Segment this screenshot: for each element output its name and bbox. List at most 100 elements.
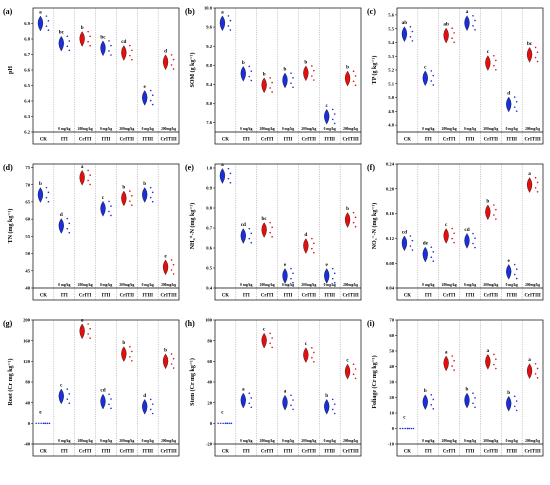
dose-label: 0 mg/kg <box>240 283 252 287</box>
data-point <box>66 35 69 38</box>
dose-label: 0 mg/kg <box>506 439 518 443</box>
data-point <box>536 367 539 370</box>
data-point <box>292 281 294 284</box>
data-point <box>409 36 412 38</box>
data-point <box>110 44 112 47</box>
data-mark <box>422 246 428 263</box>
data-point <box>432 74 435 77</box>
significance-letter: b <box>507 390 510 396</box>
data-mark <box>58 35 64 52</box>
significance-letter: b <box>122 185 125 191</box>
y-tick-label: 0.6 <box>206 246 212 251</box>
category-label: CK <box>222 138 229 143</box>
data-mark <box>303 347 309 363</box>
category-label: CrITI <box>79 294 92 299</box>
y-tick-label: 0.12 <box>386 236 395 241</box>
y-tick-label: 5.0 <box>388 95 394 100</box>
data-point <box>129 345 131 348</box>
y-tick-label: 50 <box>25 251 30 256</box>
data-point <box>89 44 91 47</box>
data-point <box>110 398 112 400</box>
y-tick-label: 70 <box>25 182 30 187</box>
data-point <box>493 353 495 356</box>
significance-letter: d <box>507 91 510 97</box>
dose-label: 0 mg/kg <box>422 283 434 287</box>
data-mark <box>121 45 127 61</box>
data-point <box>352 363 355 366</box>
data-point <box>493 54 495 57</box>
data-mark <box>37 15 44 32</box>
dose-label: 200mg/kg <box>525 439 540 443</box>
significance-letter: b <box>466 387 469 393</box>
y-tick-label: 65 <box>25 199 30 204</box>
data-point <box>331 398 334 401</box>
significance-letter: bc <box>527 41 533 47</box>
y-tick-label: 75 <box>25 165 30 170</box>
data-point <box>430 80 433 82</box>
panel-label: (d) <box>3 163 13 172</box>
chart-panel-a: (a) pH 6.2 6.3 6.4 6.5 6.6 6.7 6.8 6.9 0 mg/kg 200m… <box>3 7 180 145</box>
category-label: ITII <box>466 138 475 143</box>
data-point <box>311 237 313 240</box>
data-mark <box>464 392 470 409</box>
data-point <box>409 245 412 247</box>
data-point <box>534 186 537 189</box>
data-point <box>472 392 474 395</box>
category-label: CrITIII <box>342 450 358 455</box>
y-tick-label: 5.3 <box>388 54 394 59</box>
significance-letter: c <box>102 195 105 201</box>
data-point <box>87 40 89 43</box>
data-point <box>131 350 133 353</box>
data-point <box>515 268 518 271</box>
data-point <box>226 422 229 425</box>
data-point <box>250 79 253 82</box>
data-point <box>227 167 230 170</box>
y-tick-label: 40 <box>25 400 30 405</box>
significance-letter: b <box>164 347 167 353</box>
data-point <box>68 40 71 42</box>
data-mark <box>142 187 148 203</box>
data-point <box>410 427 413 430</box>
data-point <box>515 277 518 280</box>
data-point <box>331 267 334 270</box>
data-point <box>311 65 313 67</box>
data-point <box>230 422 233 425</box>
dose-label: 200mg/kg <box>442 439 457 443</box>
dose-label: 0 mg/kg <box>282 283 294 287</box>
y-tick-label: 160 <box>23 338 31 343</box>
category-label: CrITII <box>120 138 135 143</box>
category-label: CrITIII <box>524 450 540 455</box>
data-point <box>513 96 516 98</box>
data-point <box>45 196 48 199</box>
y-tick-label: 100 <box>205 318 213 323</box>
data-mark <box>303 238 309 254</box>
y-tick-label: 60 <box>25 217 30 222</box>
dose-label: 0 mg/kg <box>142 283 154 287</box>
data-point <box>432 260 435 263</box>
data-point <box>271 235 273 238</box>
data-point <box>151 200 154 203</box>
data-point <box>311 247 313 250</box>
y-tick-label: 0.20 <box>386 186 395 191</box>
category-label: ITIII <box>506 138 517 143</box>
y-tick-label: -40 <box>24 442 31 447</box>
y-tick-label: -10 <box>388 442 395 447</box>
data-mark <box>162 353 169 370</box>
category-label: ITIII <box>324 294 335 299</box>
data-point <box>411 40 414 42</box>
data-point <box>131 58 133 61</box>
data-point <box>170 363 173 365</box>
y-tick-label: 5.1 <box>388 81 394 86</box>
data-point <box>170 259 173 261</box>
data-point <box>430 246 433 248</box>
data-point <box>151 403 154 405</box>
data-point <box>269 332 271 335</box>
significance-letter: c <box>263 327 266 333</box>
data-point <box>271 226 273 229</box>
data-point <box>172 273 175 275</box>
category-label: CrITII <box>302 450 317 455</box>
significance-letter: bc <box>100 34 106 40</box>
data-point <box>534 56 537 59</box>
y-tick-label: 120 <box>23 359 31 364</box>
category-label: ITI <box>425 450 432 455</box>
